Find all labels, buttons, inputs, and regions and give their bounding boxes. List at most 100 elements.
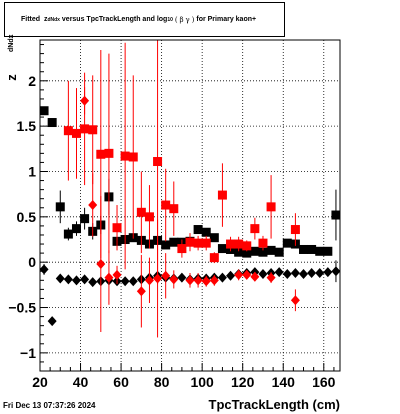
data-point-square xyxy=(274,247,284,257)
data-point-diamond xyxy=(266,272,276,283)
data-point-square xyxy=(96,149,106,159)
x-tick-label: 20 xyxy=(32,374,48,390)
title-suffix: for Primary kaon+ xyxy=(196,16,257,23)
y-axis-label-main: z xyxy=(3,74,19,81)
datestamp: Fri Dec 13 07:37:26 2024 xyxy=(3,401,96,410)
data-point-diamond xyxy=(63,274,73,285)
data-point-square xyxy=(193,238,203,248)
data-point-square xyxy=(258,238,268,248)
x-tick-label: 80 xyxy=(154,374,170,390)
title-var: z xyxy=(43,16,48,23)
title-beta: β xyxy=(179,15,184,24)
data-point-diamond xyxy=(201,276,211,287)
data-point-square xyxy=(282,238,292,248)
data-point-diamond xyxy=(71,275,81,286)
data-point-square xyxy=(71,128,81,138)
data-point-square xyxy=(201,238,211,248)
data-point-diamond xyxy=(128,276,138,287)
data-point-diamond xyxy=(258,268,268,279)
data-point-square xyxy=(161,200,171,210)
data-point-square xyxy=(153,157,163,167)
title-paren-open: ( xyxy=(174,15,178,24)
data-point-square xyxy=(209,233,219,243)
data-point-square xyxy=(217,244,227,254)
title-log-sub: 10 xyxy=(167,16,173,23)
data-point-diamond xyxy=(234,269,244,280)
title-prefix: Fitted xyxy=(21,16,41,23)
data-point-square xyxy=(226,239,236,249)
data-point-diamond xyxy=(242,269,252,280)
x-tick-label: 100 xyxy=(190,374,214,390)
y-tick-label: 1 xyxy=(28,163,36,179)
data-point-square xyxy=(144,212,154,222)
data-point-square xyxy=(193,225,203,235)
data-point-square xyxy=(299,244,309,254)
data-point-diamond xyxy=(88,277,98,288)
data-point-diamond xyxy=(323,267,333,278)
data-point-diamond xyxy=(290,268,300,279)
data-point-diamond xyxy=(88,200,98,211)
data-point-square xyxy=(250,246,260,256)
x-tick-label: 40 xyxy=(73,374,89,390)
data-point-diamond xyxy=(307,268,317,279)
data-point-diamond xyxy=(96,258,106,269)
data-point-square xyxy=(201,227,211,237)
data-point-square xyxy=(290,225,300,235)
data-point-diamond xyxy=(80,95,90,106)
data-point-square xyxy=(55,202,65,212)
data-point-square xyxy=(234,239,244,249)
data-point-square xyxy=(128,152,138,162)
data-point-diamond xyxy=(161,270,171,281)
data-point-diamond xyxy=(331,266,341,277)
chart-title: Fitted z dNdx versus TpcTrackLength and … xyxy=(4,2,285,37)
data-point-diamond xyxy=(299,268,309,279)
data-point-square xyxy=(234,247,244,257)
x-tick-label: 120 xyxy=(231,374,255,390)
data-point-square xyxy=(307,244,317,254)
data-point-square xyxy=(177,244,187,254)
data-point-square xyxy=(39,106,49,116)
y-axis-label: z dNdx xyxy=(2,35,26,96)
data-point-diamond xyxy=(169,274,179,285)
data-point-square xyxy=(209,253,219,263)
data-point-square xyxy=(104,148,114,158)
plot-frame xyxy=(39,39,341,372)
data-point-diamond xyxy=(55,273,65,284)
data-point-square xyxy=(120,151,130,161)
data-point-square xyxy=(266,245,276,255)
title-middle: versus TpcTrackLength and log xyxy=(61,16,168,23)
data-point-diamond xyxy=(290,295,300,306)
data-point-square xyxy=(242,248,252,258)
data-point-square xyxy=(315,246,325,256)
data-point-square xyxy=(136,207,146,217)
y-tick-label: −0.5 xyxy=(8,300,36,316)
data-point-square xyxy=(63,229,73,239)
data-point-diamond xyxy=(282,268,292,279)
data-point-diamond xyxy=(226,270,236,281)
y-tick-label: 1.5 xyxy=(17,118,37,134)
data-point-diamond xyxy=(193,275,203,286)
data-point-diamond xyxy=(104,272,114,283)
data-point-diamond xyxy=(80,274,90,285)
data-point-square xyxy=(323,246,333,256)
data-point-diamond xyxy=(274,267,284,278)
title-paren-close: ) xyxy=(191,15,195,24)
data-point-square xyxy=(258,247,268,257)
data-point-diamond xyxy=(136,286,146,297)
data-point-square xyxy=(242,241,252,251)
data-point-diamond xyxy=(250,271,260,282)
data-point-square xyxy=(161,240,171,250)
data-point-square xyxy=(71,224,81,234)
data-point-square xyxy=(331,210,341,220)
y-tick-label: 0 xyxy=(28,254,36,270)
data-point-square xyxy=(266,202,276,212)
data-point-diamond xyxy=(39,264,49,275)
data-point-square xyxy=(112,223,122,233)
y-tick-label: 2 xyxy=(28,73,36,89)
data-point-diamond xyxy=(120,276,130,287)
x-axis-label: TpcTrackLength (cm) xyxy=(208,397,340,412)
y-axis-label-sub: dNdx xyxy=(8,34,15,53)
data-point-diamond xyxy=(153,273,163,284)
title-gamma: γ xyxy=(185,15,190,24)
